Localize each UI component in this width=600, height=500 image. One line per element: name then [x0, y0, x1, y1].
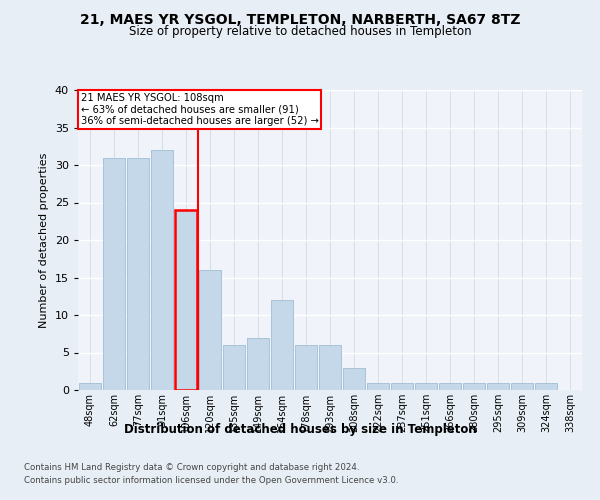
Bar [535, 382, 557, 390]
Bar [463, 382, 485, 390]
Text: 21, MAES YR YSGOL, TEMPLETON, NARBERTH, SA67 8TZ: 21, MAES YR YSGOL, TEMPLETON, NARBERTH, … [80, 12, 520, 26]
Text: Contains HM Land Registry data © Crown copyright and database right 2024.: Contains HM Land Registry data © Crown c… [24, 462, 359, 471]
Text: Distribution of detached houses by size in Templeton: Distribution of detached houses by size … [124, 422, 476, 436]
Bar [367, 382, 389, 390]
Bar [439, 382, 461, 390]
Bar [175, 210, 197, 390]
Text: 21 MAES YR YSGOL: 108sqm
← 63% of detached houses are smaller (91)
36% of semi-d: 21 MAES YR YSGOL: 108sqm ← 63% of detach… [80, 93, 319, 126]
Bar [127, 158, 149, 390]
Bar [247, 338, 269, 390]
Bar [79, 382, 101, 390]
Bar [295, 345, 317, 390]
Bar [319, 345, 341, 390]
Text: Size of property relative to detached houses in Templeton: Size of property relative to detached ho… [128, 25, 472, 38]
Bar [199, 270, 221, 390]
Bar [151, 150, 173, 390]
Bar [511, 382, 533, 390]
Bar [223, 345, 245, 390]
Text: Contains public sector information licensed under the Open Government Licence v3: Contains public sector information licen… [24, 476, 398, 485]
Bar [343, 368, 365, 390]
Bar [415, 382, 437, 390]
Bar [103, 158, 125, 390]
Bar [391, 382, 413, 390]
Y-axis label: Number of detached properties: Number of detached properties [39, 152, 49, 328]
Bar [271, 300, 293, 390]
Bar [487, 382, 509, 390]
